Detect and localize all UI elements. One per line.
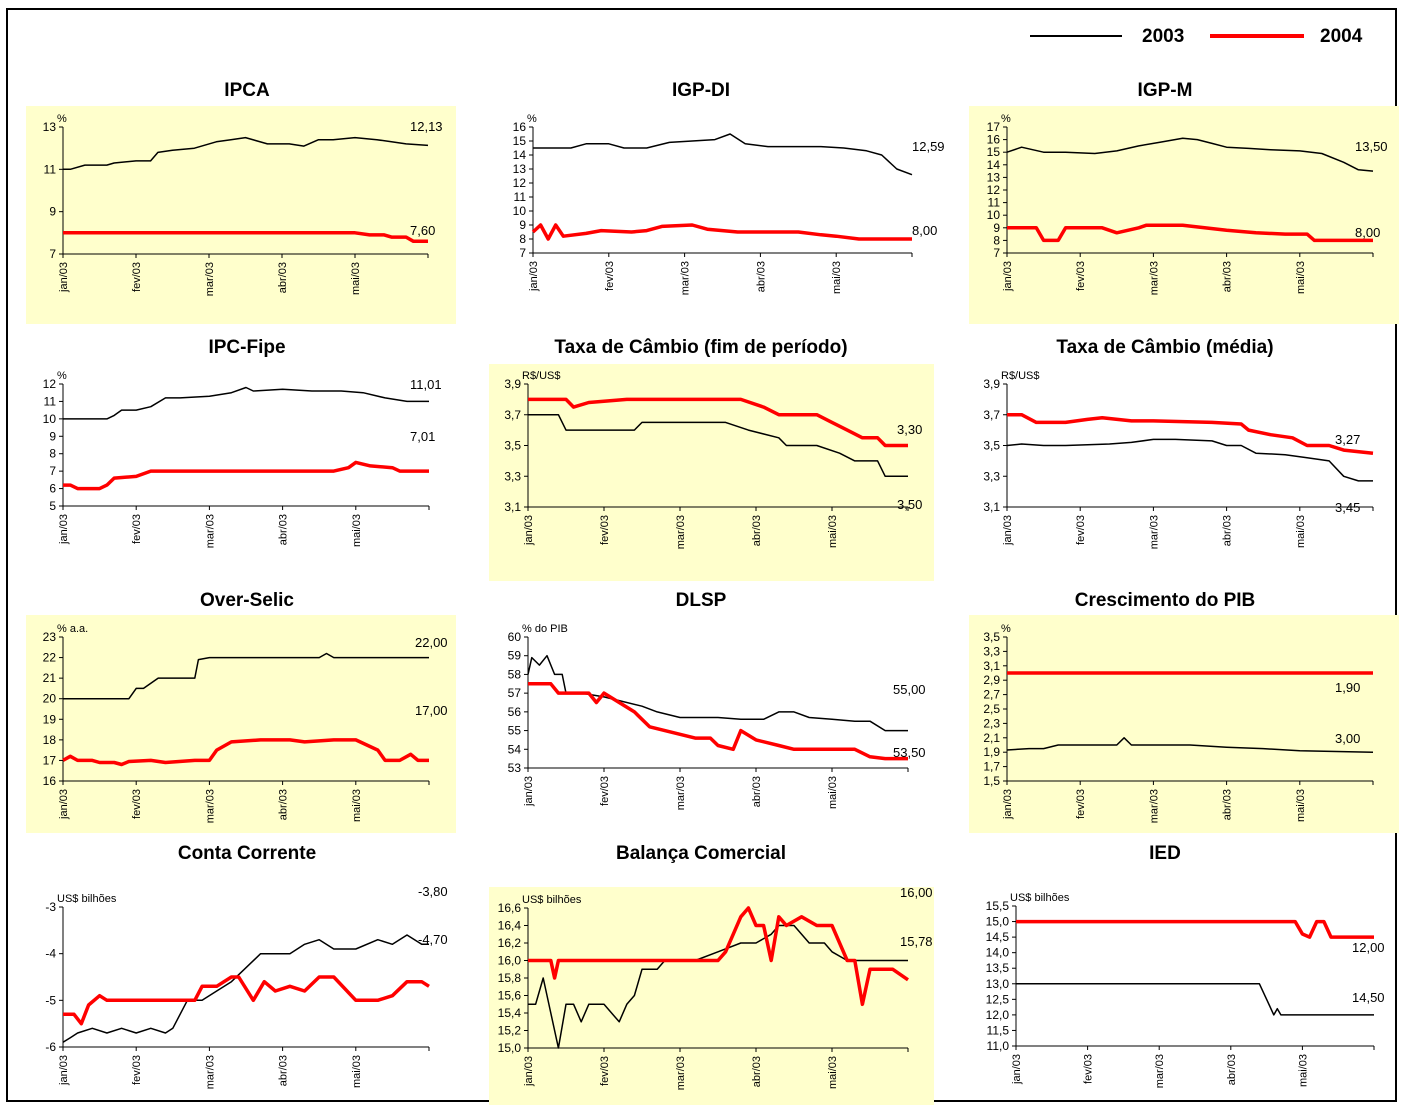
legend-label-2003: 2003: [1142, 26, 1185, 47]
dlsp-title: DLSP: [675, 590, 727, 611]
ied-title: IED: [1149, 843, 1181, 864]
ipca-panel-background: [26, 106, 456, 324]
chart-legend: 2003 2004: [1030, 24, 1370, 50]
legend-swatch-2004: [1210, 34, 1304, 38]
taxa-de-cambio-media-title: Taxa de Câmbio (média): [1056, 337, 1274, 358]
ipca-title: IPCA: [224, 80, 270, 101]
igp-m-title: IGP-M: [1137, 80, 1193, 101]
conta-corrente-title: Conta Corrente: [177, 843, 317, 864]
legend-swatch-2003: [1030, 35, 1122, 37]
legend-label-2004: 2004: [1320, 26, 1363, 47]
igp-di-title: IGP-DI: [671, 80, 731, 101]
over-selic-title: Over-Selic: [200, 590, 294, 611]
balanca-comercial-panel-background: [489, 887, 934, 1105]
taxa-de-cambio-fim-de-periodo-panel-background: [489, 364, 934, 581]
crescimento-do-pib-title: Crescimento do PIB: [1074, 590, 1256, 611]
taxa-de-cambio-fim-de-periodo-title: Taxa de Câmbio (fim de período): [554, 337, 848, 358]
igp-m-panel-background: [969, 106, 1399, 324]
crescimento-do-pib-panel-background: [969, 615, 1399, 833]
balanca-comercial-title: Balança Comercial: [615, 843, 787, 864]
ipc-fipe-title: IPC-Fipe: [208, 337, 286, 358]
over-selic-panel-background: [26, 615, 456, 833]
